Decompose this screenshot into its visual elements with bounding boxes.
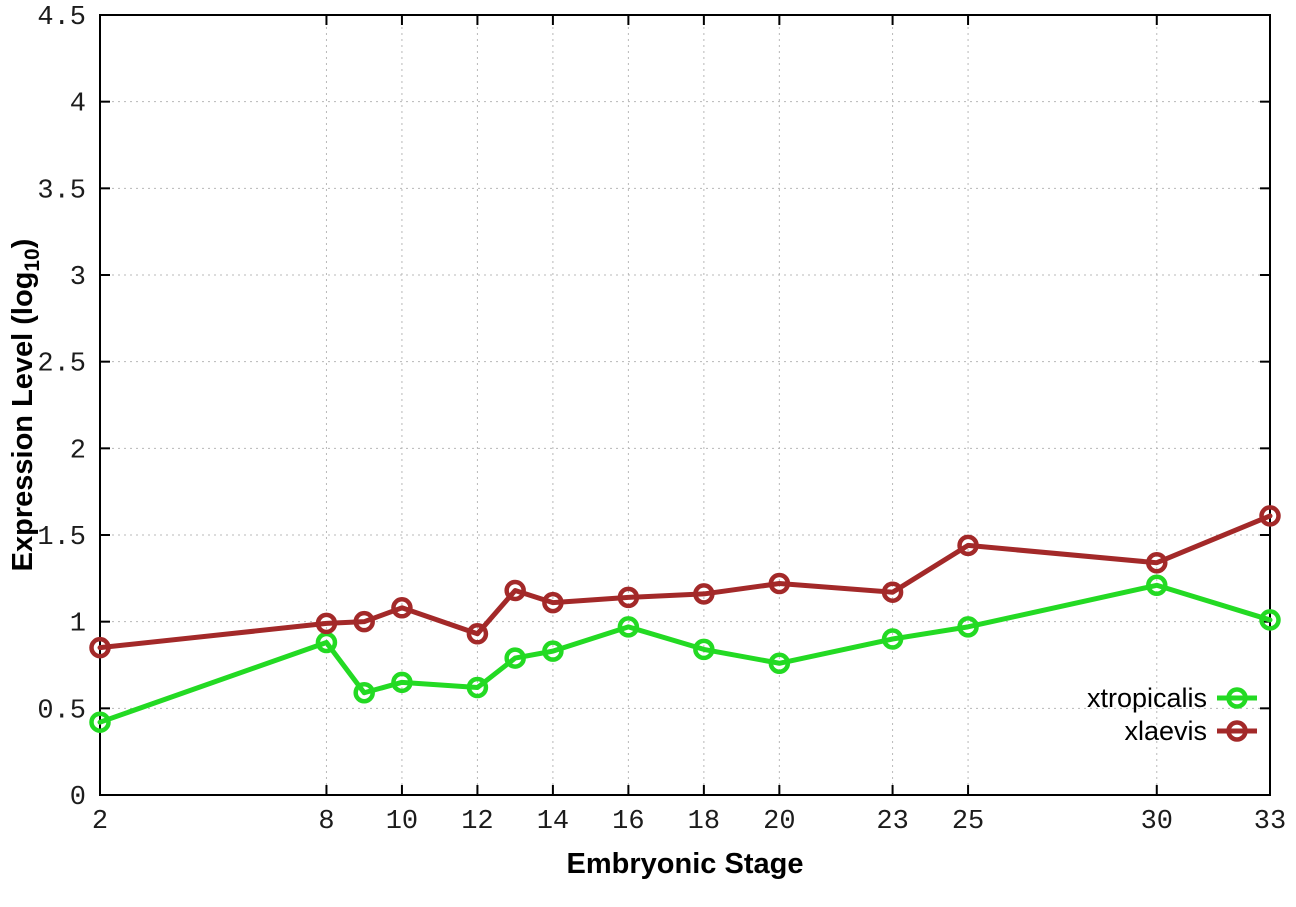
plot-border	[99, 14, 1271, 796]
data-point-xlaevis	[768, 572, 791, 595]
legend-marker-xtropicalis	[1217, 687, 1257, 709]
data-point-xlaevis	[542, 591, 564, 614]
data-point-xtropicalis	[881, 628, 904, 650]
x-tick-label: 12	[461, 807, 493, 837]
data-point-xtropicalis	[466, 676, 489, 699]
data-point-xtropicalis	[504, 647, 526, 669]
x-tick-label: 14	[537, 807, 569, 837]
y-tick-label: 3	[70, 263, 86, 293]
data-point-xtropicalis	[1259, 609, 1281, 631]
data-point-xtropicalis	[353, 681, 375, 704]
data-point-xlaevis	[1146, 551, 1168, 574]
data-point-xtropicalis	[391, 671, 413, 694]
y-tick-label: 2.5	[37, 350, 86, 380]
legend-item-xlaevis: xlaevis	[1087, 716, 1258, 746]
x-tick-label: 10	[386, 807, 418, 837]
legend-label-xtropicalis: xtropicalis	[1086, 683, 1207, 713]
y-tick-label: 4	[70, 90, 86, 120]
data-point-xlaevis	[504, 579, 526, 602]
x-axis-title: Embryonic Stage	[566, 848, 804, 880]
data-point-xlaevis	[353, 610, 375, 633]
data-point-xlaevis	[466, 623, 489, 645]
data-point-xtropicalis	[89, 711, 111, 733]
data-point-xtropicalis	[1146, 574, 1168, 597]
data-point-xtropicalis	[957, 616, 979, 638]
y-tick-label: 1	[70, 610, 86, 640]
x-tick-label: 2	[92, 807, 108, 837]
y-tick-label: 0.5	[37, 696, 86, 726]
y-tick-label: 2	[70, 436, 86, 466]
data-point-xlaevis	[391, 597, 413, 619]
data-point-xlaevis	[89, 636, 111, 659]
x-tick-label: 30	[1141, 807, 1173, 837]
data-point-xtropicalis	[693, 638, 715, 661]
y-tick-label: 0	[70, 783, 86, 813]
x-tick-label: 16	[612, 807, 644, 837]
legend: xtropicalis xlaevis	[1087, 683, 1258, 746]
x-tick-label: 18	[688, 807, 720, 837]
y-axis-title-text: Expression Level (log	[7, 271, 40, 572]
y-axis-title-close: )	[7, 238, 40, 249]
data-point-xlaevis	[617, 586, 640, 609]
legend-item-xtropicalis: xtropicalis	[1087, 683, 1258, 713]
y-axis-title-subscript: 10	[20, 248, 44, 272]
legend-marker-xlaevis	[1217, 720, 1257, 742]
x-tick-label: 25	[952, 807, 984, 837]
y-tick-label: 3.5	[37, 176, 86, 206]
data-point-xtropicalis	[768, 652, 791, 675]
x-tick-label: 23	[876, 807, 908, 837]
data-point-xlaevis	[1259, 505, 1281, 527]
legend-label-xlaevis: xlaevis	[1124, 716, 1207, 746]
data-point-xlaevis	[315, 612, 338, 635]
x-tick-label: 8	[318, 807, 334, 837]
x-tick-label: 20	[763, 807, 795, 837]
series-line-xlaevis	[97, 513, 1273, 651]
y-tick-label: 4.5	[37, 3, 86, 33]
data-point-xlaevis	[957, 534, 979, 557]
data-point-xtropicalis	[542, 640, 564, 662]
data-point-xlaevis	[881, 581, 904, 603]
data-point-xlaevis	[693, 583, 715, 605]
y-tick-label: 1.5	[37, 523, 86, 553]
y-axis-title: Expression Level (log10)	[7, 239, 45, 572]
data-point-xtropicalis	[617, 616, 640, 638]
x-tick-label: 33	[1254, 807, 1286, 837]
